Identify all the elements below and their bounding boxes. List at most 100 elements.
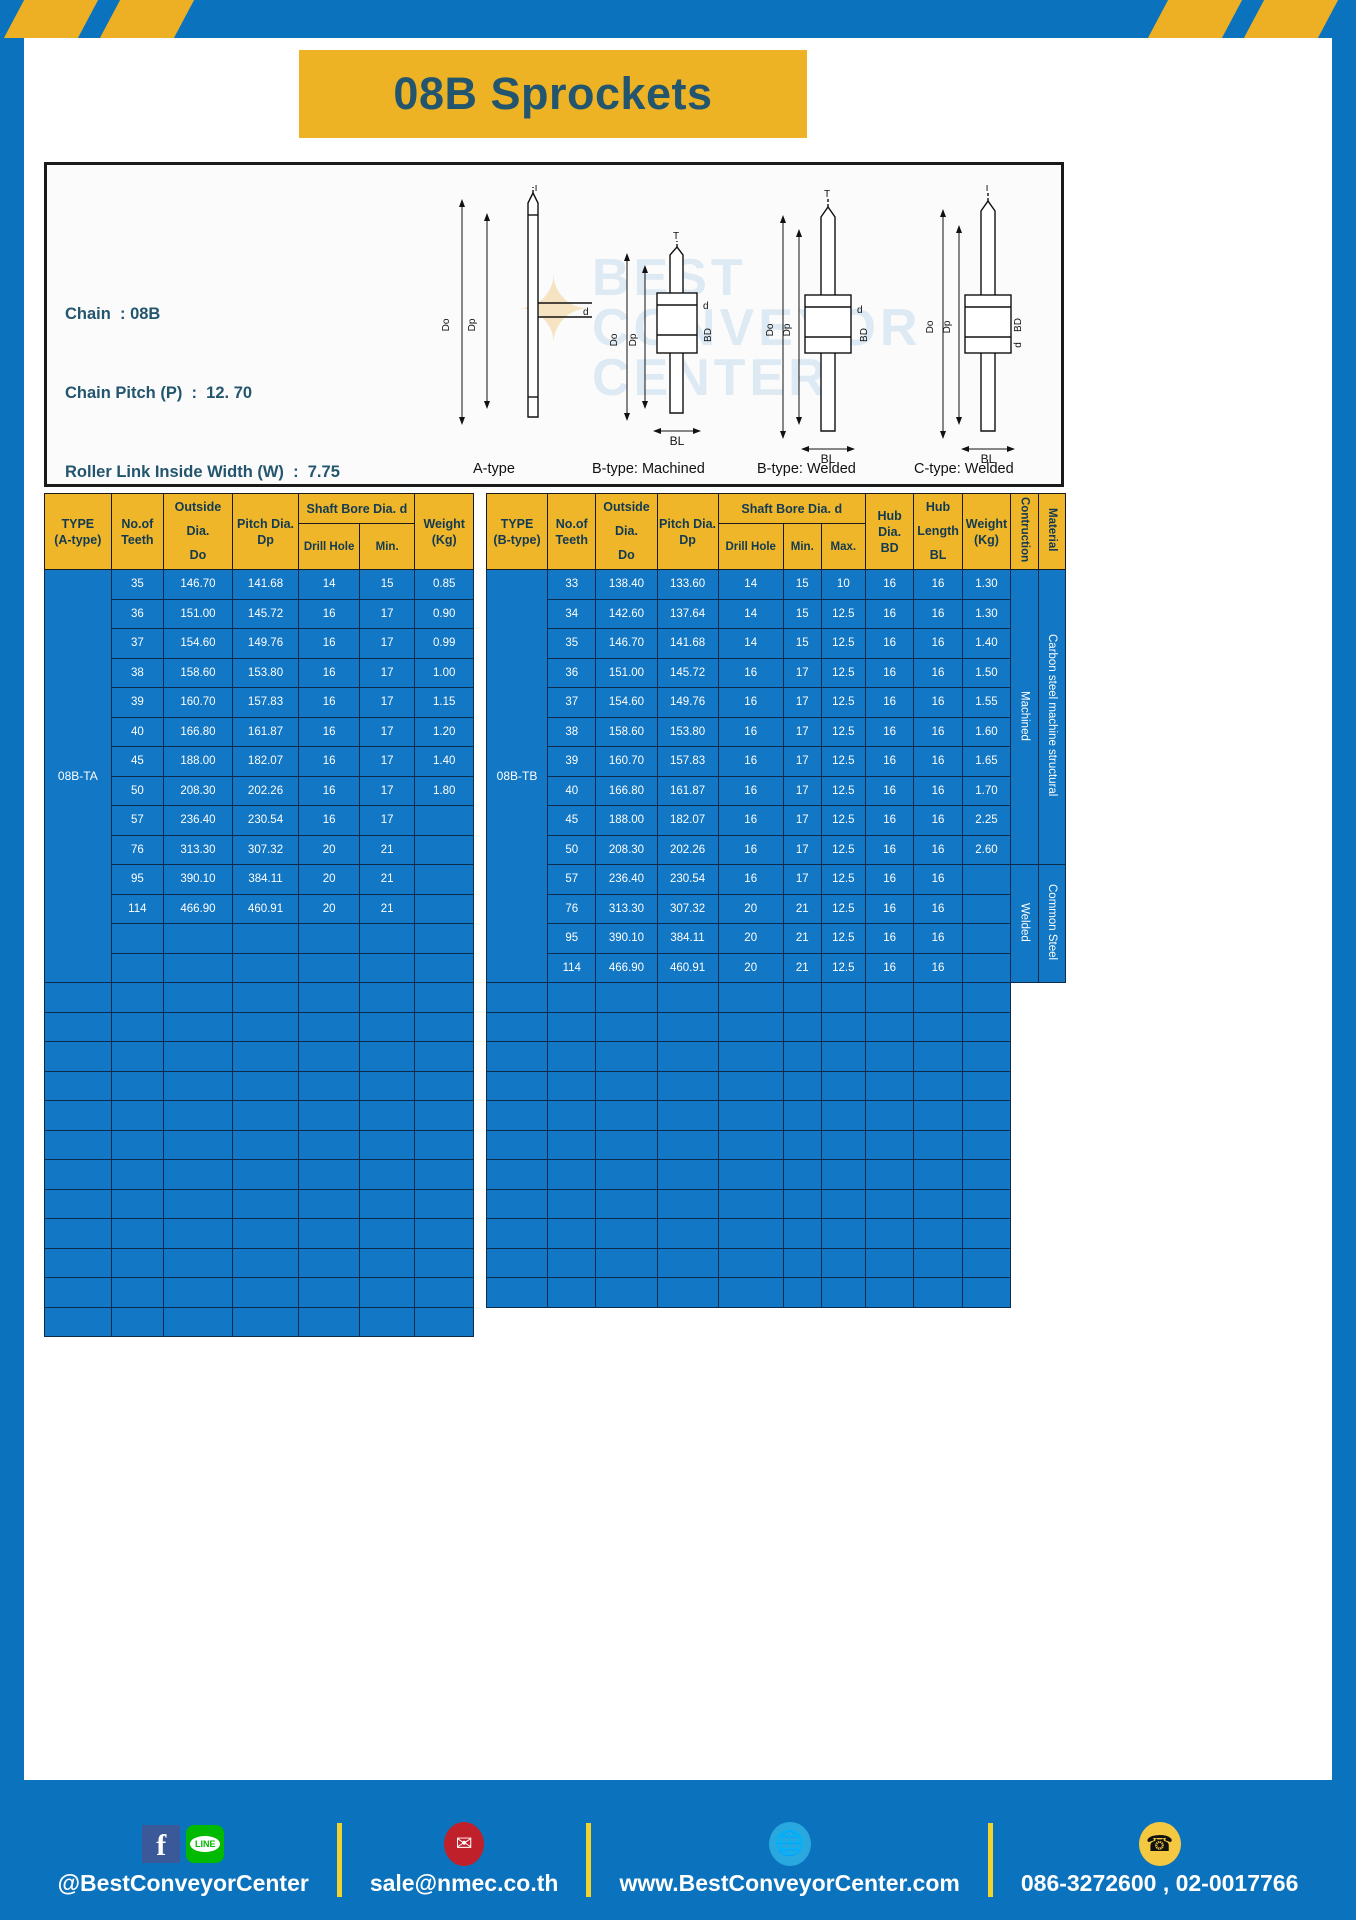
- cell-blank: [358, 1188, 416, 1219]
- cell-blank: [110, 1041, 165, 1072]
- th-a-weight: Weight (Kg): [414, 493, 474, 570]
- cell-teeth: 76: [547, 893, 597, 924]
- cell-blank: [298, 1218, 360, 1249]
- table-row: 114 466.90 460.91 20 21 12.5 16 16: [487, 952, 1066, 983]
- line-icon[interactable]: LINE: [186, 1824, 225, 1863]
- cell-drill-hole: 16: [298, 687, 360, 718]
- cell-blank: [298, 982, 360, 1013]
- footer-website[interactable]: 🌐 www.BestConveyorCenter.com: [601, 1821, 977, 1897]
- cell-blank: [595, 1159, 658, 1190]
- cell-blank: [913, 982, 963, 1013]
- cell-blank: [110, 1159, 165, 1190]
- cell-blank: [110, 1247, 165, 1278]
- drawing-b-type-machined: T Do Dp d BD BL: [609, 231, 714, 448]
- cell-max: 12.5: [820, 716, 866, 747]
- cell-blank: [547, 1100, 597, 1131]
- svg-text:BD: BD: [1013, 318, 1024, 332]
- cell-pitch-dia: 230.54: [231, 805, 300, 836]
- cell-blank: [961, 982, 1012, 1013]
- cell-pitch-dia: 202.26: [656, 834, 719, 865]
- cell-blank: [485, 1041, 549, 1072]
- phone-icon[interactable]: ☎: [1138, 1821, 1181, 1866]
- footer-social[interactable]: f LINE @BestConveyorCenter: [40, 1824, 327, 1897]
- cell-blank: [358, 982, 416, 1013]
- cell-weight: 1.30: [961, 569, 1012, 600]
- cell-blank: [656, 1247, 719, 1278]
- cell-teeth: 45: [547, 805, 597, 836]
- cell-blank: [595, 1188, 658, 1219]
- cell-blank: [298, 1277, 360, 1308]
- cell-blank: [961, 1070, 1012, 1101]
- cell-blank: [717, 1188, 784, 1219]
- cell-min: [358, 952, 416, 983]
- table-b-type-wrapper: TYPE (B-type) No.of Teeth Outside: [485, 493, 1067, 1308]
- cell-min: 21: [782, 923, 822, 954]
- cell-outside-dia: 188.00: [595, 805, 658, 836]
- cell-blank: [231, 1041, 300, 1072]
- footer-phone[interactable]: ☎ 086-3272600 , 02-0017766: [1003, 1821, 1317, 1897]
- cell-hub-length: 16: [913, 657, 963, 688]
- page-title: 08B Sprockets: [393, 68, 713, 119]
- footer-email[interactable]: ✉ sale@nmec.co.th: [352, 1821, 577, 1897]
- table-row-blank: [44, 1011, 474, 1042]
- th-b-material: Material: [1037, 493, 1067, 570]
- cell-teeth: 50: [547, 834, 597, 865]
- cell-teeth: 95: [110, 864, 165, 895]
- cell-blank: [414, 1159, 474, 1190]
- cell-hub-dia: 16: [864, 687, 915, 718]
- email-icon[interactable]: ✉: [444, 1821, 485, 1866]
- cell-blank: [864, 1129, 915, 1160]
- cell-outside-dia: 313.30: [163, 834, 233, 865]
- th-b-shaft-bore-group: Shaft Bore Dia. d: [717, 493, 866, 524]
- caption-b-type-machined: B-type: Machined: [592, 461, 705, 477]
- table-row-blank: [485, 1100, 1066, 1131]
- cell-weight: 1.40: [961, 628, 1012, 659]
- cell-blank: [656, 1070, 719, 1101]
- cell-hub-length: 16: [913, 716, 963, 747]
- svg-text:BD: BD: [703, 328, 714, 342]
- table-row: 39 160.70 157.83 16 17 1.15: [45, 687, 474, 718]
- cell-teeth: 39: [110, 687, 165, 718]
- cell-max: 12.5: [820, 952, 866, 983]
- cell-min: 17: [358, 598, 416, 629]
- cell-weight: [961, 923, 1012, 954]
- facebook-icon[interactable]: f: [142, 1824, 181, 1863]
- cell-blank: [656, 1188, 719, 1219]
- cell-outside-dia: 466.90: [595, 952, 658, 983]
- cell-pitch-dia: 137.64: [656, 598, 719, 629]
- table-row-blank: [44, 982, 474, 1013]
- cell-teeth: 40: [110, 716, 165, 747]
- chevron-stripe: [1144, 0, 1246, 38]
- cell-blank: [110, 1070, 165, 1101]
- cell-blank: [864, 1247, 915, 1278]
- spec-drawing-panel: ✦ BEST CONVEYOR CENTER Chain : 08B Chain…: [44, 162, 1064, 639]
- cell-max: 12.5: [820, 687, 866, 718]
- cell-blank: [595, 1041, 658, 1072]
- cell-blank: [717, 1218, 784, 1249]
- cell-blank: [717, 1129, 784, 1160]
- globe-icon[interactable]: 🌐: [768, 1821, 811, 1866]
- cell-blank: [547, 1277, 597, 1308]
- cell-pitch-dia: 384.11: [656, 923, 719, 954]
- drawing-c-type-welded: T Do Dp BD d BL: [925, 183, 1024, 466]
- cell-blank: [358, 1070, 416, 1101]
- cell-teeth: 114: [547, 952, 597, 983]
- footer-divider: [336, 1823, 342, 1897]
- table-row-blank: [44, 1188, 474, 1219]
- cell-outside-dia: [163, 923, 233, 954]
- cell-drill-hole: 14: [717, 628, 784, 659]
- cell-blank: [717, 982, 784, 1013]
- cell-teeth: 114: [110, 893, 165, 924]
- cell-blank: [717, 1159, 784, 1190]
- cell-weight: [414, 834, 474, 865]
- table-row: 76 313.30 307.32 20 21 12.5 16 16: [487, 893, 1066, 924]
- cell-blank: [298, 1306, 360, 1337]
- cell-blank: [414, 1070, 474, 1101]
- top-decorative-band: [0, 0, 1356, 38]
- cell-outside-dia: 188.00: [163, 746, 233, 777]
- cell-blank: [820, 1188, 866, 1219]
- cell-blank: [864, 1100, 915, 1131]
- cell-pitch-dia: [231, 952, 300, 983]
- table-row-blank: [44, 1306, 474, 1337]
- cell-hub-length: 16: [913, 952, 963, 983]
